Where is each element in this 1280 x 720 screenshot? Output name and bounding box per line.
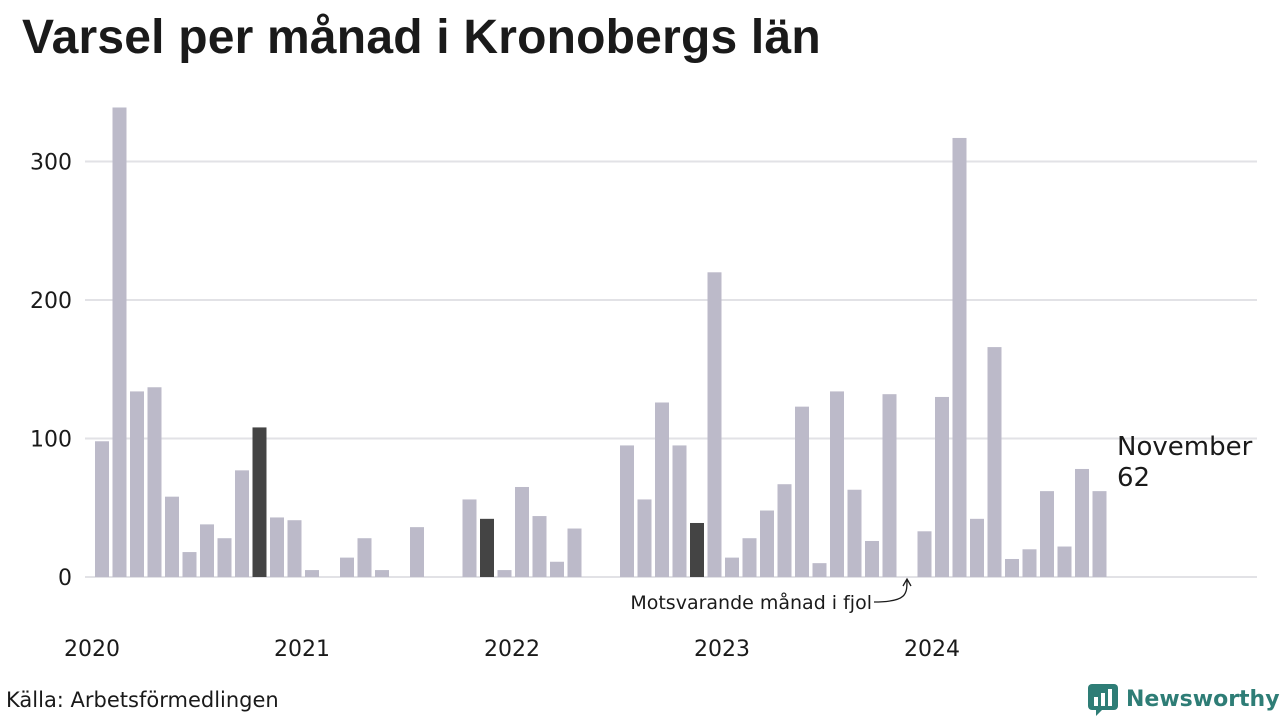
y-tick-label: 300 — [30, 151, 72, 176]
bar — [935, 396, 949, 577]
brand-logo: Newsworthy — [1088, 684, 1280, 716]
bar — [987, 347, 1002, 577]
bar — [95, 441, 109, 577]
bar — [410, 527, 424, 577]
bar — [217, 538, 232, 577]
bar — [130, 391, 144, 577]
bar — [742, 538, 757, 577]
x-tick-label: 2021 — [274, 637, 330, 662]
newsworthy-icon — [1088, 684, 1118, 716]
bar — [1057, 546, 1072, 577]
bar — [620, 445, 634, 577]
x-tick-label: 2024 — [904, 637, 960, 662]
bar — [970, 518, 984, 577]
bar — [462, 499, 477, 577]
bar — [1040, 491, 1054, 577]
bar — [777, 484, 792, 577]
bar-previous-year — [480, 518, 494, 577]
annotation-arrowhead — [902, 577, 912, 587]
y-tick-label: 0 — [58, 566, 72, 591]
bar — [270, 517, 284, 577]
bar — [515, 486, 529, 577]
bar — [305, 570, 319, 577]
brand-name: Newsworthy — [1126, 686, 1280, 712]
bar — [882, 394, 897, 577]
previous-year-annotation: Motsvarande månad i fjol — [630, 591, 872, 614]
bar — [1075, 468, 1089, 577]
x-tick-label: 2023 — [694, 637, 750, 662]
bar — [1092, 491, 1107, 577]
bar — [1022, 549, 1037, 577]
bar — [795, 406, 809, 577]
bar-previous-year — [252, 427, 267, 577]
bar — [707, 272, 722, 577]
bar — [760, 510, 774, 577]
bar — [497, 570, 512, 577]
bar — [532, 516, 547, 577]
y-tick-label: 200 — [30, 289, 72, 314]
bar — [672, 445, 687, 577]
bar — [235, 470, 249, 577]
y-tick-label: 100 — [30, 428, 72, 453]
bar — [182, 552, 197, 577]
chart-title: Varsel per månad i Kronobergs län — [22, 11, 821, 64]
bar — [655, 402, 669, 577]
bar — [637, 499, 652, 577]
annotation-arrow — [873, 579, 908, 603]
bar — [725, 557, 739, 577]
bar — [112, 107, 127, 578]
current-value-label: 62 — [1117, 463, 1150, 493]
bar-previous-year — [690, 522, 704, 577]
bar — [812, 563, 827, 577]
bar — [952, 137, 967, 577]
bar — [917, 531, 932, 577]
bar — [847, 489, 862, 577]
bar — [165, 496, 179, 577]
bar — [357, 538, 372, 577]
x-tick-label: 2022 — [484, 637, 540, 662]
current-month-label: November — [1117, 432, 1253, 462]
bar — [865, 540, 879, 577]
bar — [287, 520, 302, 577]
bar — [830, 391, 844, 577]
bar — [550, 561, 564, 577]
bar — [375, 570, 389, 577]
bar — [147, 387, 162, 577]
bar — [1005, 558, 1019, 577]
source-note: Källa: Arbetsförmedlingen — [6, 688, 279, 712]
bar — [567, 528, 582, 577]
bar — [200, 524, 214, 577]
x-tick-label: 2020 — [64, 637, 120, 662]
bar — [340, 557, 354, 577]
